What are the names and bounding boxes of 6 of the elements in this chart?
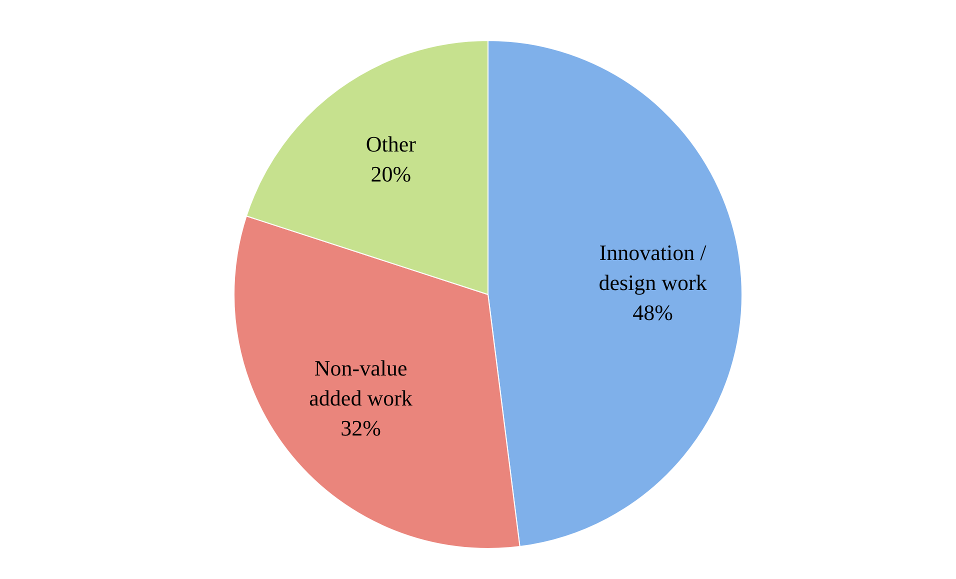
data-label: 32%: [340, 416, 381, 441]
data-label: 20%: [370, 162, 412, 187]
slice-label: Non-value added work: [309, 356, 412, 411]
slice-label: Innovation / design work: [598, 240, 708, 295]
data-label: 48%: [632, 300, 673, 325]
slice-label: Other: [366, 132, 417, 157]
